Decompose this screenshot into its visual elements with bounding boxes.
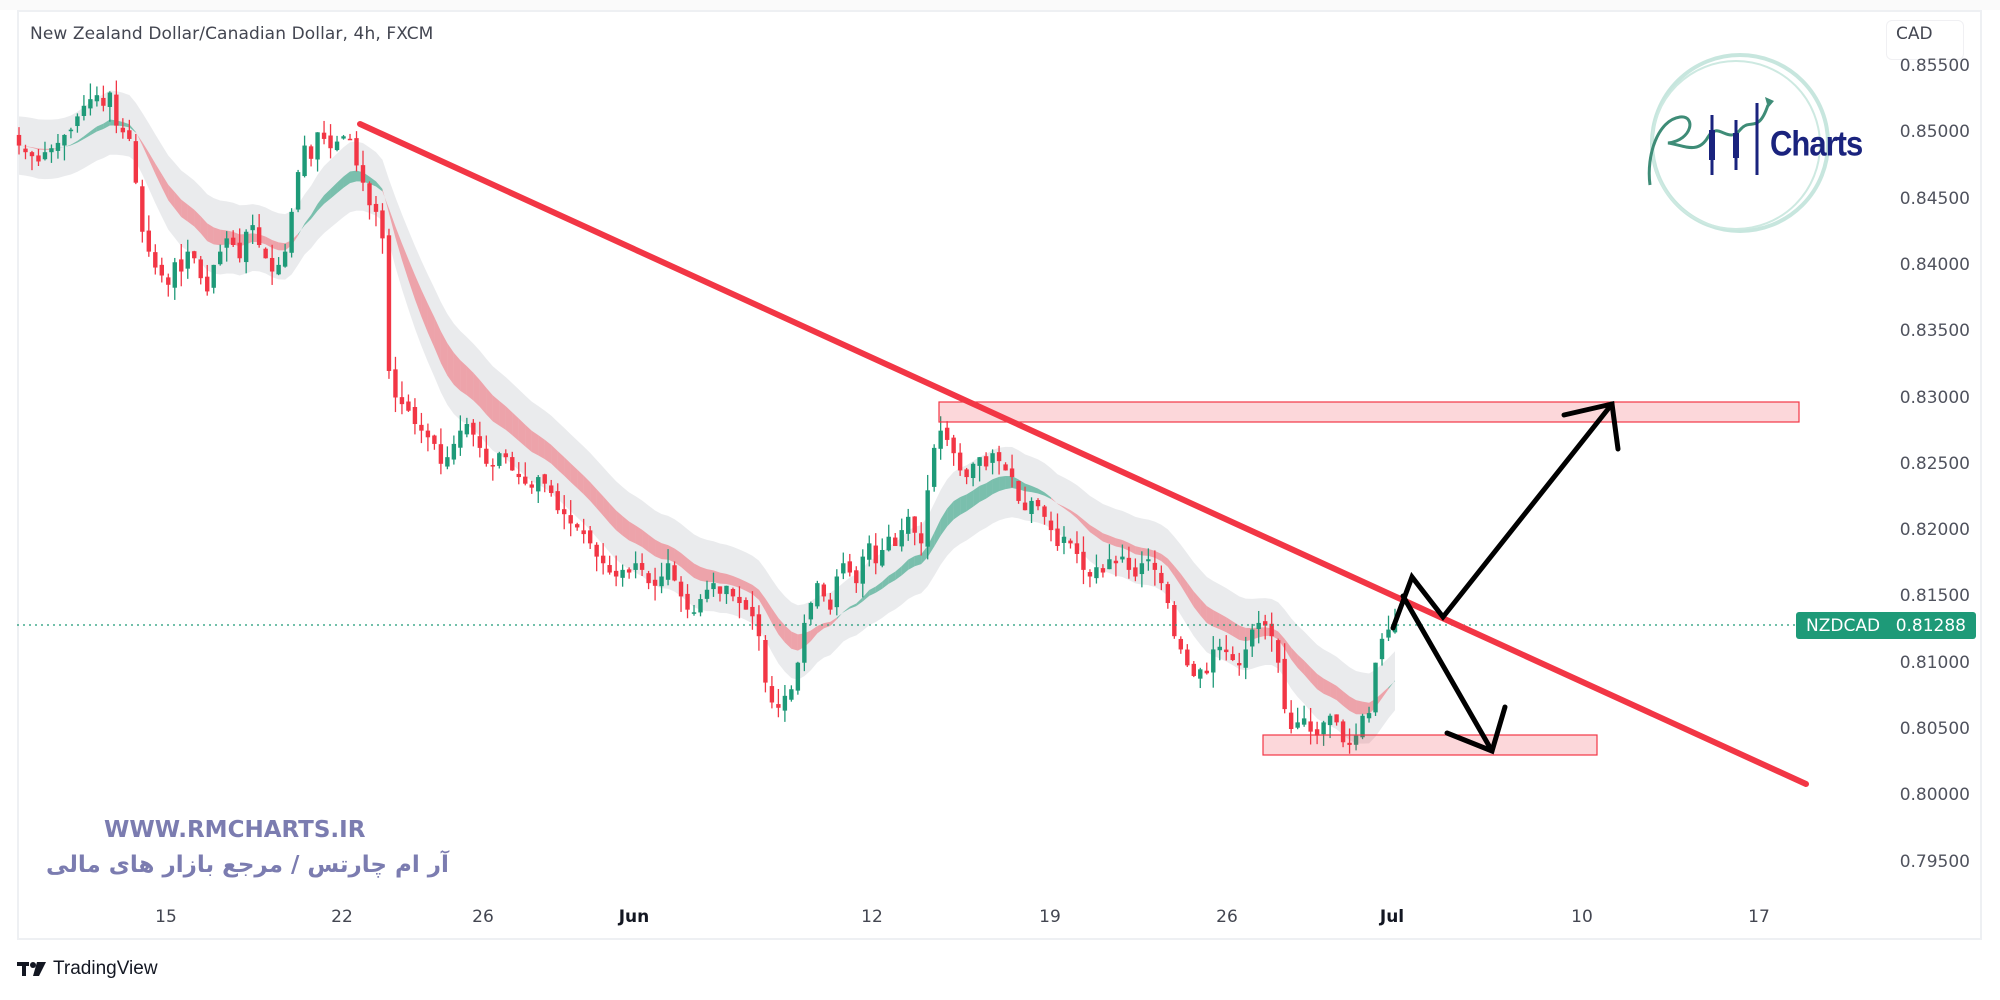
price-tick: 0.83500 [1899,321,1970,342]
bullish-arrowhead-icon [1561,400,1621,452]
last-price-symbol: NZDCAD [1806,615,1881,636]
price-tick: 0.80000 [1899,785,1970,806]
bearish-scenario-arrow[interactable] [1400,593,1495,754]
bearish-arrowhead-icon [1444,704,1508,755]
time-tick: 22 [331,907,353,927]
time-tick: 26 [472,907,494,927]
price-tick: 0.82500 [1899,453,1970,474]
moving-average-band [19,90,1395,744]
price-tick: 0.84500 [1899,188,1970,209]
time-tick: 15 [155,907,177,927]
price-tick: 0.81000 [1899,652,1970,673]
time-tick: 12 [861,907,883,927]
price-tick: 0.80500 [1899,719,1970,739]
price-tick: 0.79500 [1899,851,1970,872]
price-tick: 0.83000 [1899,387,1970,408]
resistance-zone[interactable] [938,401,1800,423]
price-tick: 0.82000 [1899,520,1970,541]
bullish-scenario-arrow[interactable] [1390,401,1615,631]
time-tick: 19 [1039,907,1061,927]
chart-title: New Zealand Dollar/Canadian Dollar, 4h, … [30,24,434,44]
downtrend-line[interactable] [357,121,1809,787]
last-price-tag: NZDCAD 0.81288 [1796,612,1976,639]
price-tick: 0.84000 [1899,254,1970,275]
rmcharts-logo [1647,53,1830,233]
time-tick: 10 [1571,907,1593,927]
price-tick: 0.81500 [1899,586,1970,607]
currency-label: CAD [1896,24,1933,44]
time-tick: 26 [1216,907,1238,927]
tradingview-logo-icon [17,962,46,976]
logo-text: Charts [1770,123,1863,164]
tradingview-label: TradingView [53,958,158,979]
support-zone[interactable] [1262,734,1598,756]
time-tick: 17 [1748,907,1770,927]
time-tick: Jun [618,907,650,927]
time-tick: Jul [1379,907,1405,927]
watermark-url: WWW.RMCHARTS.IR [104,817,366,843]
watermark-tagline: آر ام چارتس / مرجع بازار های مالی [46,852,449,878]
price-tick: 0.85500 [1899,56,1970,76]
tradingview-brand[interactable]: TradingView [17,958,158,980]
candlestick-series [16,80,1398,754]
price-tick: 0.85000 [1899,122,1970,143]
top-strip [0,0,2000,10]
last-price-value: 0.81288 [1895,615,1966,636]
currency-badge[interactable] [1886,20,1964,60]
